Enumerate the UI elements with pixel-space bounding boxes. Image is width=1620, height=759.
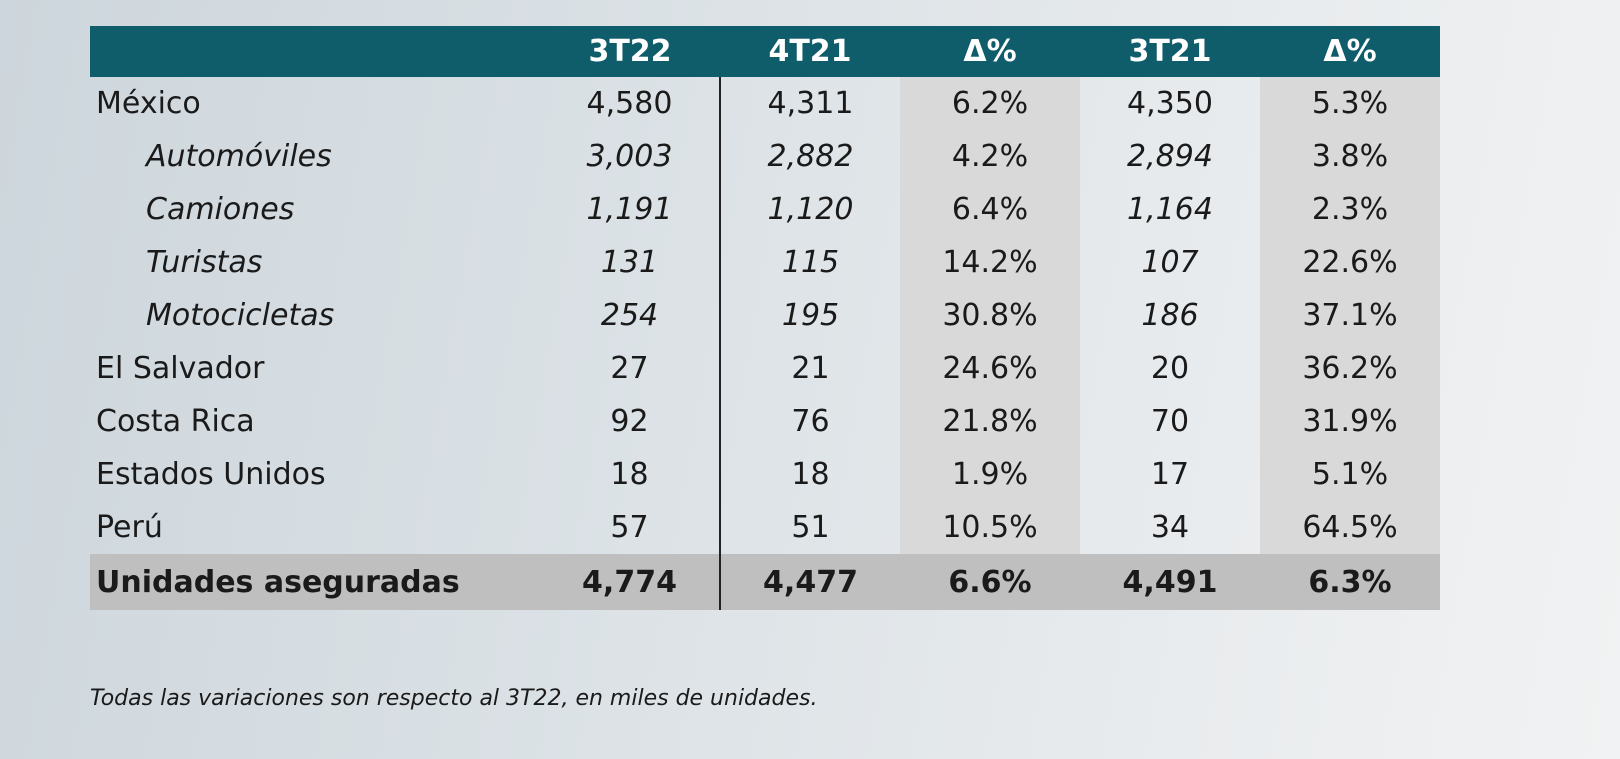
insured-units-table: 3T22 4T21 Δ% 3T21 Δ% México 4,580 4,311 … <box>90 26 1440 610</box>
delta-3t21: 31.9% <box>1260 395 1440 448</box>
table-row: Motocicletas 254 195 30.8% 186 37.1% <box>90 289 1440 342</box>
value-3t22: 131 <box>540 236 721 289</box>
row-label: Estados Unidos <box>96 457 326 492</box>
value-4t21: 115 <box>781 245 840 280</box>
value-3t22: 254 <box>540 289 721 342</box>
delta-3t21: 36.2% <box>1260 342 1440 395</box>
total-label: Unidades aseguradas <box>90 554 540 610</box>
delta-3t21: 64.5% <box>1260 501 1440 554</box>
total-3t22: 4,774 <box>540 554 721 610</box>
header-3t22: 3T22 <box>540 26 720 77</box>
row-label: Camiones <box>146 192 295 227</box>
footnote: Todas las variaciones son respecto al 3T… <box>90 686 818 711</box>
delta-4t21: 6.4% <box>900 183 1080 236</box>
delta-4t21: 14.2% <box>900 236 1080 289</box>
header-4t21: 4T21 <box>720 26 900 77</box>
table-row: Perú 57 51 10.5% 34 64.5% <box>90 501 1440 554</box>
row-label: Automóviles <box>146 139 332 174</box>
table-row: Estados Unidos 18 18 1.9% 17 5.1% <box>90 448 1440 501</box>
table-header-row: 3T22 4T21 Δ% 3T21 Δ% <box>90 26 1440 77</box>
value-4t21: 18 <box>791 457 830 492</box>
delta-3t21: 37.1% <box>1260 289 1440 342</box>
value-3t21: 70 <box>1150 404 1190 439</box>
delta-3t21: 2.3% <box>1260 183 1440 236</box>
header-delta-1: Δ% <box>900 26 1080 77</box>
row-label: El Salvador <box>96 351 265 386</box>
value-3t22: 18 <box>540 448 721 501</box>
delta-4t21: 1.9% <box>900 448 1080 501</box>
value-4t21: 76 <box>791 404 830 439</box>
value-3t21: 107 <box>1141 245 1199 280</box>
row-label: Turistas <box>146 245 263 280</box>
table-row: México 4,580 4,311 6.2% 4,350 5.3% <box>90 77 1440 130</box>
delta-4t21: 4.2% <box>900 130 1080 183</box>
value-4t21: 51 <box>791 510 830 545</box>
value-3t21: 186 <box>1141 298 1199 333</box>
header-label-cell <box>90 26 540 77</box>
value-3t22: 3,003 <box>540 130 721 183</box>
total-4t21: 4,477 <box>720 554 900 610</box>
delta-4t21: 21.8% <box>900 395 1080 448</box>
value-3t21: 4,350 <box>1127 86 1213 121</box>
delta-3t21: 5.1% <box>1260 448 1440 501</box>
value-3t22: 92 <box>540 395 721 448</box>
row-label: Costa Rica <box>96 404 255 439</box>
value-4t21: 4,311 <box>767 86 854 121</box>
table-row: Automóviles 3,003 2,882 4.2% 2,894 3.8% <box>90 130 1440 183</box>
value-4t21: 1,120 <box>767 192 854 227</box>
insured-units-table-container: 3T22 4T21 Δ% 3T21 Δ% México 4,580 4,311 … <box>90 26 1440 610</box>
header-delta-2: Δ% <box>1260 26 1440 77</box>
value-3t21: 2,894 <box>1127 139 1213 174</box>
table-row: El Salvador 27 21 24.6% 20 36.2% <box>90 342 1440 395</box>
delta-3t21: 3.8% <box>1260 130 1440 183</box>
delta-4t21: 6.2% <box>900 77 1080 130</box>
row-label: Perú <box>96 510 163 545</box>
delta-4t21: 30.8% <box>900 289 1080 342</box>
total-delta-4t21: 6.6% <box>900 554 1080 610</box>
value-3t21: 17 <box>1150 457 1190 492</box>
value-4t21: 195 <box>781 298 840 333</box>
row-label: México <box>96 86 201 121</box>
value-3t22: 27 <box>540 342 721 395</box>
value-3t21: 34 <box>1150 510 1190 545</box>
total-3t21: 4,491 <box>1080 554 1260 610</box>
row-label: Motocicletas <box>146 298 335 333</box>
delta-4t21: 10.5% <box>900 501 1080 554</box>
table-row: Costa Rica 92 76 21.8% 70 31.9% <box>90 395 1440 448</box>
value-3t22: 1,191 <box>540 183 721 236</box>
table-row: Camiones 1,191 1,120 6.4% 1,164 2.3% <box>90 183 1440 236</box>
total-row: Unidades aseguradas 4,774 4,477 6.6% 4,4… <box>90 554 1440 610</box>
delta-3t21: 22.6% <box>1260 236 1440 289</box>
value-3t22: 4,580 <box>540 77 721 130</box>
value-3t21: 20 <box>1150 351 1190 386</box>
value-3t21: 1,164 <box>1127 192 1213 227</box>
header-3t21: 3T21 <box>1080 26 1260 77</box>
value-4t21: 2,882 <box>767 139 854 174</box>
delta-3t21: 5.3% <box>1260 77 1440 130</box>
delta-4t21: 24.6% <box>900 342 1080 395</box>
value-3t22: 57 <box>540 501 721 554</box>
table-row: Turistas 131 115 14.2% 107 22.6% <box>90 236 1440 289</box>
total-delta-3t21: 6.3% <box>1260 554 1440 610</box>
value-4t21: 21 <box>791 351 830 386</box>
